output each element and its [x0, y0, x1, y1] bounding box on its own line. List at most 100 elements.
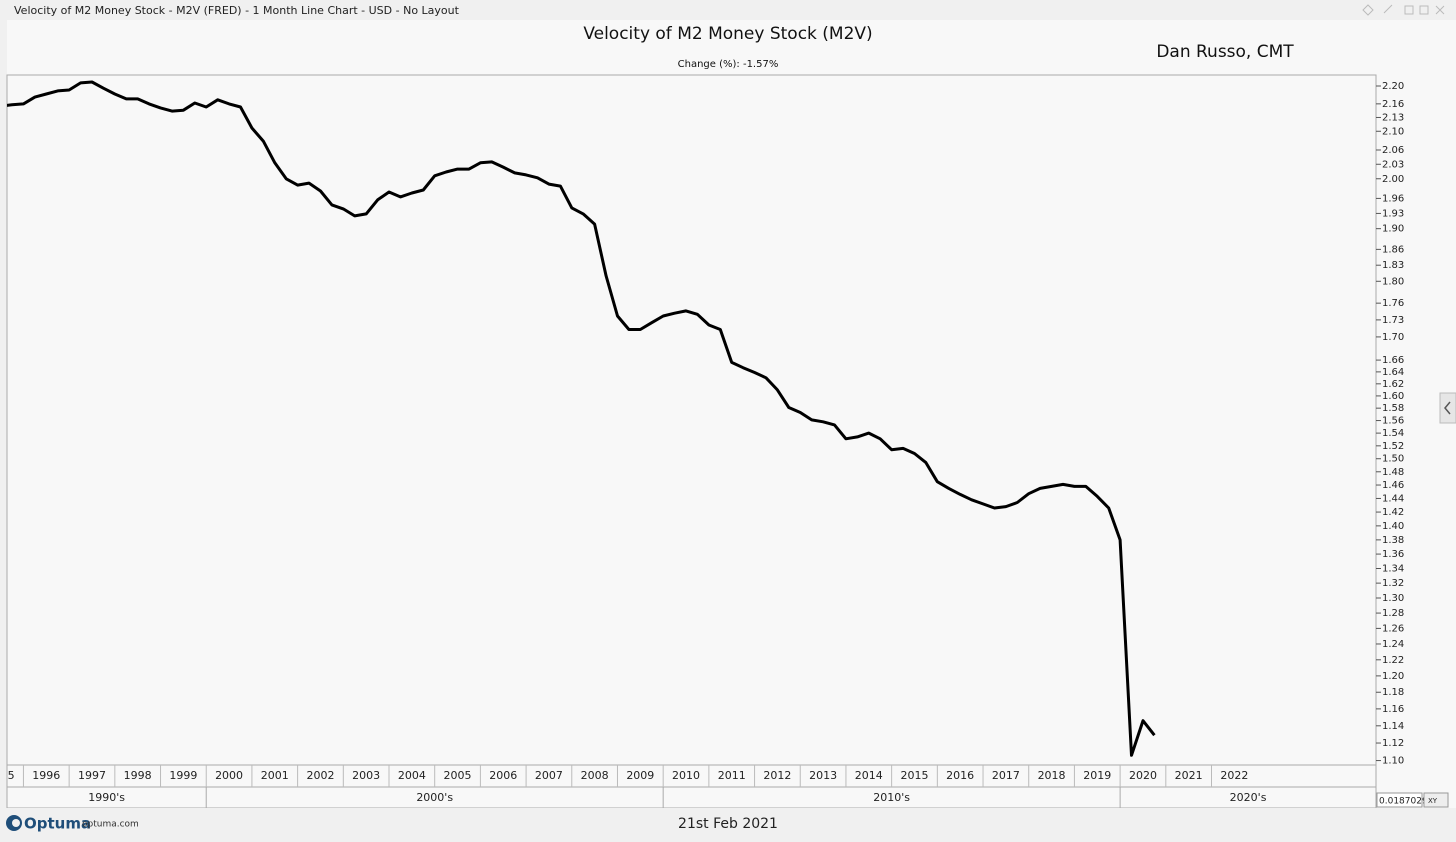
y-tick-label: 1.80 [1382, 276, 1404, 287]
x-tick-label: 2019 [1083, 769, 1111, 782]
brand: Optuma [24, 815, 91, 833]
y-tick-label: 2.16 [1382, 99, 1404, 110]
window-title: Velocity of M2 Money Stock - M2V (FRED) … [14, 4, 460, 17]
value-box[interactable] [1376, 792, 1423, 808]
x-tick-label: 2015 [900, 769, 928, 782]
brand-site: optuma.com [82, 820, 139, 830]
y-tick-label: 1.83 [1382, 260, 1404, 271]
y-tick-label: 1.60 [1382, 391, 1404, 402]
tab-arrow [1444, 401, 1451, 415]
x-tick-label: 2016 [946, 769, 974, 782]
x-tick-label: 2013 [809, 769, 837, 782]
x-tick-label: 2006 [489, 769, 517, 782]
y-tick-label: 1.70 [1382, 332, 1404, 343]
x-tick-label: 2003 [352, 769, 380, 782]
window-controls[interactable] [1362, 4, 1445, 16]
y-tick-label: 1.93 [1382, 208, 1404, 219]
value-box-text: 0.0187029 [1379, 797, 1428, 807]
y-tick-label: 1.20 [1382, 671, 1404, 682]
y-tick-label: 1.42 [1382, 507, 1404, 518]
x-tick-label: 2001 [261, 769, 289, 782]
y-tick-label: 1.90 [1382, 224, 1404, 235]
decade-label: 2000's [416, 791, 453, 804]
x-tick-label: 2005 [444, 769, 472, 782]
y-tick-label: 1.18 [1382, 687, 1404, 698]
y-tick-label: 1.10 [1382, 756, 1404, 767]
y-tick-label: 1.38 [1382, 535, 1404, 546]
y-tick-label: 1.26 [1382, 623, 1404, 634]
y-tick-label: 1.36 [1382, 549, 1404, 560]
y-tick-label: 2.13 [1382, 112, 1404, 123]
y-tick-label: 1.52 [1382, 441, 1404, 452]
y-tick-label: 1.64 [1382, 367, 1404, 378]
y-tick-label: 1.54 [1382, 428, 1404, 439]
x-tick-label: 2022 [1220, 769, 1248, 782]
y-tick-label: 1.73 [1382, 315, 1404, 326]
x-tick-label: 1997 [78, 769, 106, 782]
y-tick-label: 1.66 [1382, 355, 1404, 366]
y-tick-label: 1.58 [1382, 403, 1404, 414]
x-tick-label: 1995 [0, 769, 15, 782]
y-axis: 2.20 2.16 2.13 2.10 2.06 2.03 2.00 1.96 1.93 1.90… [1376, 81, 1404, 767]
y-tick-label: 1.56 [1382, 416, 1404, 427]
footer [0, 808, 1456, 838]
plot [7, 80, 1156, 757]
x-tick-label: 2007 [535, 769, 563, 782]
y-tick-label: 2.03 [1382, 159, 1404, 170]
y-tick-label: 1.44 [1382, 493, 1404, 504]
x-tick-label: 2021 [1175, 769, 1203, 782]
brand-logo-inner [12, 819, 20, 827]
y-tick-label: 1.30 [1382, 593, 1404, 604]
y-tick-label: 1.46 [1382, 480, 1404, 491]
x-tick-label: 2020 [1129, 769, 1157, 782]
x-tick-label: 1998 [124, 769, 152, 782]
y-tick-label: 1.12 [1382, 738, 1404, 749]
y-tick-label: 1.62 [1382, 379, 1404, 390]
y-tick-label: 1.28 [1382, 608, 1404, 619]
decade-label: 2020's [1230, 791, 1267, 804]
y-tick-label: 2.00 [1382, 174, 1404, 185]
chart-date: 21st Feb 2021 [678, 816, 778, 832]
x-tick-label: 2009 [626, 769, 654, 782]
x-tick-label: 2002 [306, 769, 334, 782]
x-tick-label: 2011 [718, 769, 746, 782]
y-tick-label: 1.32 [1382, 578, 1404, 589]
y-tick-label: 2.06 [1382, 145, 1404, 156]
y-tick-label: 1.48 [1382, 467, 1404, 478]
x-tick-label: 2004 [398, 769, 426, 782]
y-tick-label: 1.24 [1382, 639, 1404, 650]
y-tick-label: 1.16 [1382, 704, 1404, 715]
decade-label: 1990's [88, 791, 125, 804]
x-tick-label: 2017 [992, 769, 1020, 782]
x-tick-label: 2008 [581, 769, 609, 782]
chart-subtitle: Change (%): -1.57% [678, 59, 779, 70]
chart-area [7, 20, 1456, 808]
x-tick-label: 2010 [672, 769, 700, 782]
y-tick-label: 1.96 [1382, 193, 1404, 204]
y-tick-label: 1.34 [1382, 563, 1404, 574]
x-tick-label: 2012 [763, 769, 791, 782]
chart-title: Velocity of M2 Money Stock (M2V) [583, 24, 872, 44]
x-axis: 1995 1996 1997 1998 1999 2000 2001 2002 2003 2004… [0, 765, 1267, 808]
y-tick-label: 2.10 [1382, 126, 1404, 137]
x-tick-label: 1999 [169, 769, 197, 782]
mode-text: XY [1428, 797, 1438, 805]
side-panel-tab[interactable] [1439, 392, 1456, 424]
x-tick-label: 2018 [1038, 769, 1066, 782]
title-bar [0, 0, 1456, 20]
y-tick-label: 1.14 [1382, 721, 1404, 732]
y-tick-label: 1.76 [1382, 298, 1404, 309]
y-tick-label: 1.40 [1382, 521, 1404, 532]
x-tick-label: 2014 [855, 769, 883, 782]
y-tick-label: 2.20 [1382, 81, 1404, 92]
y-tick-label: 1.22 [1382, 655, 1404, 666]
y-tick-label: 1.50 [1382, 454, 1404, 465]
decade-label: 2010's [873, 791, 910, 804]
mode-button[interactable] [1423, 792, 1449, 808]
x-tick-label: 1996 [32, 769, 60, 782]
y-tick-label: 1.86 [1382, 244, 1404, 255]
data-line [7, 80, 1156, 757]
author: Dan Russo, CMT [1156, 42, 1294, 62]
x-tick-label: 2000 [215, 769, 243, 782]
